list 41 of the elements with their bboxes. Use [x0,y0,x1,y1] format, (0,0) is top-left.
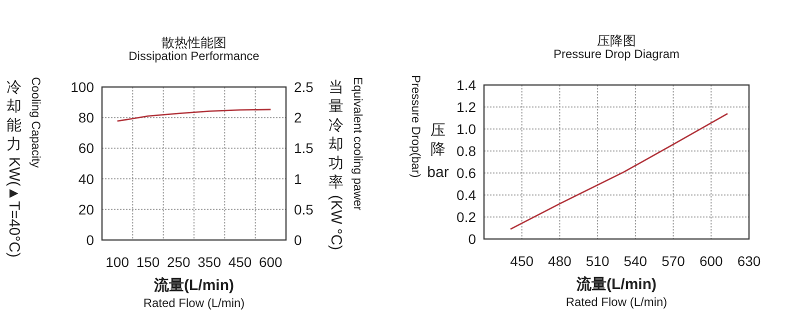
y-tick-label: 40 [78,170,94,187]
y-tick-label: 0.8 [456,143,476,159]
x-axis-title: 流量(L/min) Rated Flow (L/min) [566,275,668,309]
x-tick-label: 250 [166,254,191,270]
y-tick-label: 0.6 [456,165,476,181]
y-tick-label: 100 [70,79,94,95]
chart-subtitle: Pressure Drop Diagram [553,47,680,61]
line-series [116,108,272,122]
chart-subtitle: Dissipation Performance [128,49,260,63]
y2-tick-label: 2 [294,110,302,126]
y2-tick-label: 2.5 [294,79,314,95]
y-tick-label: 0.4 [456,187,476,203]
y-tick-label: 80 [78,110,94,126]
y-tick-label: 1.4 [456,77,476,93]
y-tick-label: 0 [86,232,94,248]
x-tick-label: 150 [136,254,160,270]
x-tick-label: 350 [198,254,222,270]
x-axis-title: 流量(L/min) Rated Flow (L/min) [143,276,245,310]
y-tick-label: 0 [468,231,476,247]
x-tick-label: 600 [258,254,283,270]
x-tick-label: 450 [228,254,252,270]
x-tick-label: 510 [586,253,610,269]
x-tick-label: 480 [548,253,572,269]
chart-title: 压降图 [597,33,636,48]
x-tick-label: 450 [510,253,534,269]
line-series [510,112,728,230]
y-tick-label: 1.0 [456,121,476,137]
y-tick-label: 20 [78,201,94,218]
y2-tick-label: 1 [294,170,302,187]
y-tick-label: 1.2 [456,99,476,115]
x-tick-label: 540 [624,253,648,269]
y2-tick-label: 0.5 [294,201,314,218]
x-tick-label: 600 [699,253,724,269]
y-tick-label: 0.2 [456,209,476,225]
chart-title: 散热性能图 [162,35,226,50]
y2-tick-label: 1.5 [294,140,314,156]
x-tick-label: 570 [662,253,686,269]
x-tick-label: 630 [737,253,761,269]
y-tick-label: 60 [78,140,94,156]
x-tick-label: 100 [106,254,130,270]
y2-tick-label: 0 [294,232,302,248]
